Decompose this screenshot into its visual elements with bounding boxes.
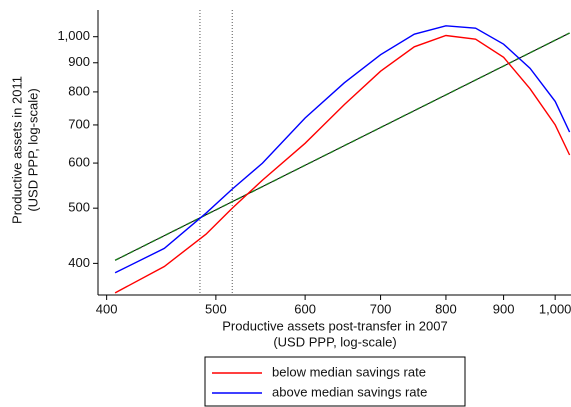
legend-box (204, 356, 466, 407)
x-tick-label: 700 (370, 301, 392, 316)
y-tick-label: 400 (68, 255, 90, 270)
y-axis-title-line: Productive assets in 2011 (9, 76, 24, 224)
y-tick-label: 500 (68, 200, 90, 215)
x-axis-title-line: Productive assets post-transfer in 2007 (222, 318, 447, 333)
x-tick-label: 1,000 (539, 301, 571, 316)
legend-label: above median savings rate (272, 384, 427, 399)
x-tick-label: 400 (96, 301, 118, 316)
y-axis-title: Productive assets in 2011 (USD PPP, log-… (9, 76, 40, 224)
reference-line (114, 32, 570, 261)
x-tick-label: 500 (205, 301, 227, 316)
x-tick-label: 600 (294, 301, 316, 316)
series-line (114, 25, 571, 274)
legend-label: below median savings rate (272, 364, 426, 379)
y-axis-title-line: (USD PPP, log-scale) (25, 88, 40, 211)
y-tick-label: 1,000 (57, 28, 90, 43)
x-tick-label: 900 (493, 301, 515, 316)
y-tick-label: 800 (68, 83, 90, 98)
x-tick-label: 800 (435, 301, 457, 316)
y-tick-label: 700 (68, 116, 90, 131)
x-axis-title: Productive assets post-transfer in 2007 … (222, 318, 447, 349)
x-axis-title-line: (USD PPP, log-scale) (273, 334, 396, 349)
y-tick-label: 900 (68, 54, 90, 69)
series-line (114, 34, 571, 294)
y-tick-label: 600 (68, 155, 90, 170)
